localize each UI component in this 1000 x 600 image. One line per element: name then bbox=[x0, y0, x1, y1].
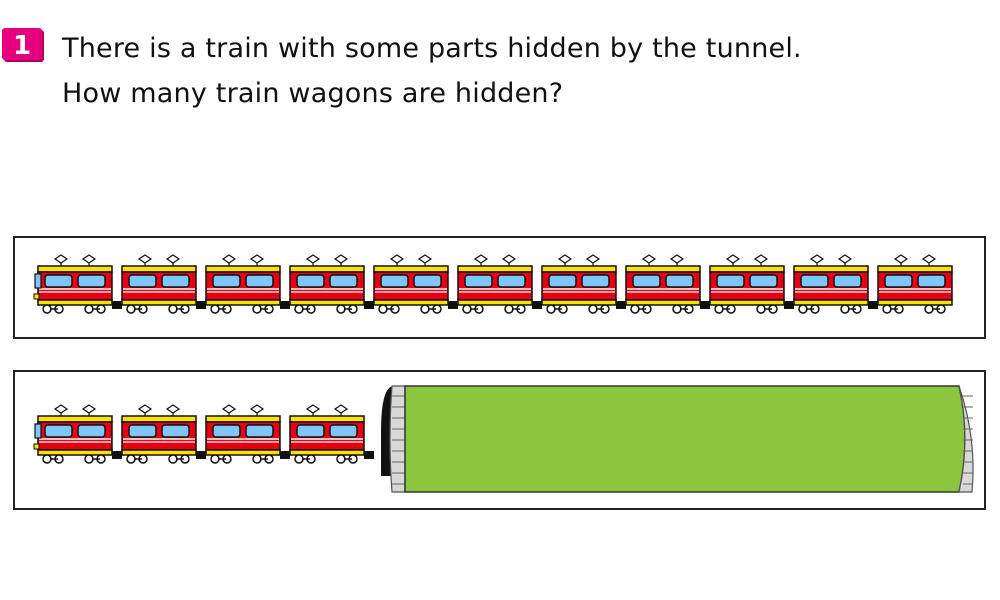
question-line-2: How many train wagons are hidden? bbox=[62, 78, 564, 109]
tunnel-right-rim bbox=[958, 385, 974, 493]
train-wagon bbox=[289, 404, 365, 464]
tunnel-left-rim bbox=[389, 385, 406, 493]
tunnel-body bbox=[404, 385, 966, 493]
wagon-coupler bbox=[280, 451, 290, 459]
question-text: There is a train with some parts hidden … bbox=[62, 26, 802, 116]
wagon-coupler bbox=[364, 301, 374, 309]
train-wagon bbox=[121, 404, 197, 464]
wagon-coupler bbox=[112, 301, 122, 309]
wagon-coupler bbox=[364, 451, 374, 459]
train-wagon bbox=[33, 254, 113, 314]
train-wagon bbox=[121, 254, 197, 314]
tunnel-scene bbox=[33, 385, 974, 493]
wagon-coupler bbox=[784, 301, 794, 309]
wagon-coupler bbox=[448, 301, 458, 309]
wagon-coupler bbox=[280, 301, 290, 309]
train-wagon bbox=[793, 254, 869, 314]
train-wagon bbox=[205, 404, 281, 464]
full-train-panel bbox=[13, 236, 986, 339]
train-wagon bbox=[709, 254, 785, 314]
wagon-coupler bbox=[868, 301, 878, 309]
wagon-coupler bbox=[616, 301, 626, 309]
wagon-coupler bbox=[196, 301, 206, 309]
tunnel bbox=[381, 385, 974, 493]
problem-number: 1 bbox=[13, 31, 31, 61]
wagon-coupler bbox=[532, 301, 542, 309]
train-wagon bbox=[877, 254, 953, 314]
train-wagon bbox=[33, 404, 113, 464]
problem-number-badge: 1 bbox=[2, 28, 46, 64]
train-wagon bbox=[205, 254, 281, 314]
question-line-1: There is a train with some parts hidden … bbox=[62, 33, 802, 64]
wagon-coupler bbox=[700, 301, 710, 309]
wagon-coupler bbox=[112, 451, 122, 459]
wagon-coupler bbox=[196, 451, 206, 459]
train-wagon bbox=[457, 254, 533, 314]
train-wagon bbox=[289, 254, 365, 314]
full-train bbox=[33, 254, 953, 314]
train-wagon bbox=[373, 254, 449, 314]
tunnel-train-panel bbox=[13, 370, 986, 510]
train-wagon bbox=[541, 254, 617, 314]
train-wagon bbox=[625, 254, 701, 314]
